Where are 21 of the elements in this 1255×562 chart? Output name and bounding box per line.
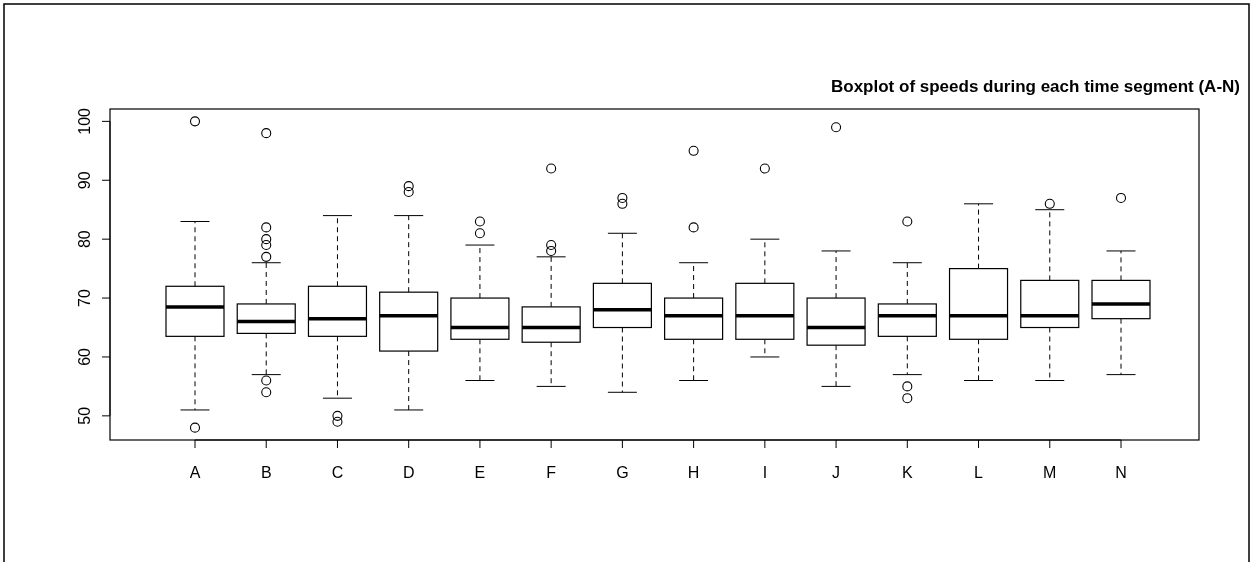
x-tick-label: N — [1115, 464, 1127, 481]
y-tick-label: 70 — [76, 289, 93, 307]
x-tick-label: A — [189, 464, 201, 481]
y-tick-label: 80 — [76, 230, 93, 249]
x-tick-label: C — [331, 464, 344, 481]
x-tick-label: M — [1043, 464, 1057, 481]
chart-title: Boxplot of speeds during each time segment (A-N) — [831, 77, 1240, 96]
y-tick-label: 100 — [76, 107, 93, 135]
y-tick-label: 90 — [76, 171, 93, 190]
x-tick-label: D — [402, 464, 415, 481]
x-tick-label: K — [901, 464, 913, 481]
y-tick-label: 50 — [76, 406, 93, 425]
x-tick-label: I — [762, 464, 768, 481]
x-tick-label: L — [974, 464, 984, 481]
x-tick-label: F — [546, 464, 557, 481]
x-tick-label: H — [687, 464, 700, 481]
x-tick-label: E — [474, 464, 486, 481]
x-tick-label: J — [832, 464, 841, 481]
x-tick-label: G — [616, 464, 629, 481]
x-tick-label: B — [260, 464, 272, 481]
y-tick-label: 60 — [76, 347, 93, 366]
